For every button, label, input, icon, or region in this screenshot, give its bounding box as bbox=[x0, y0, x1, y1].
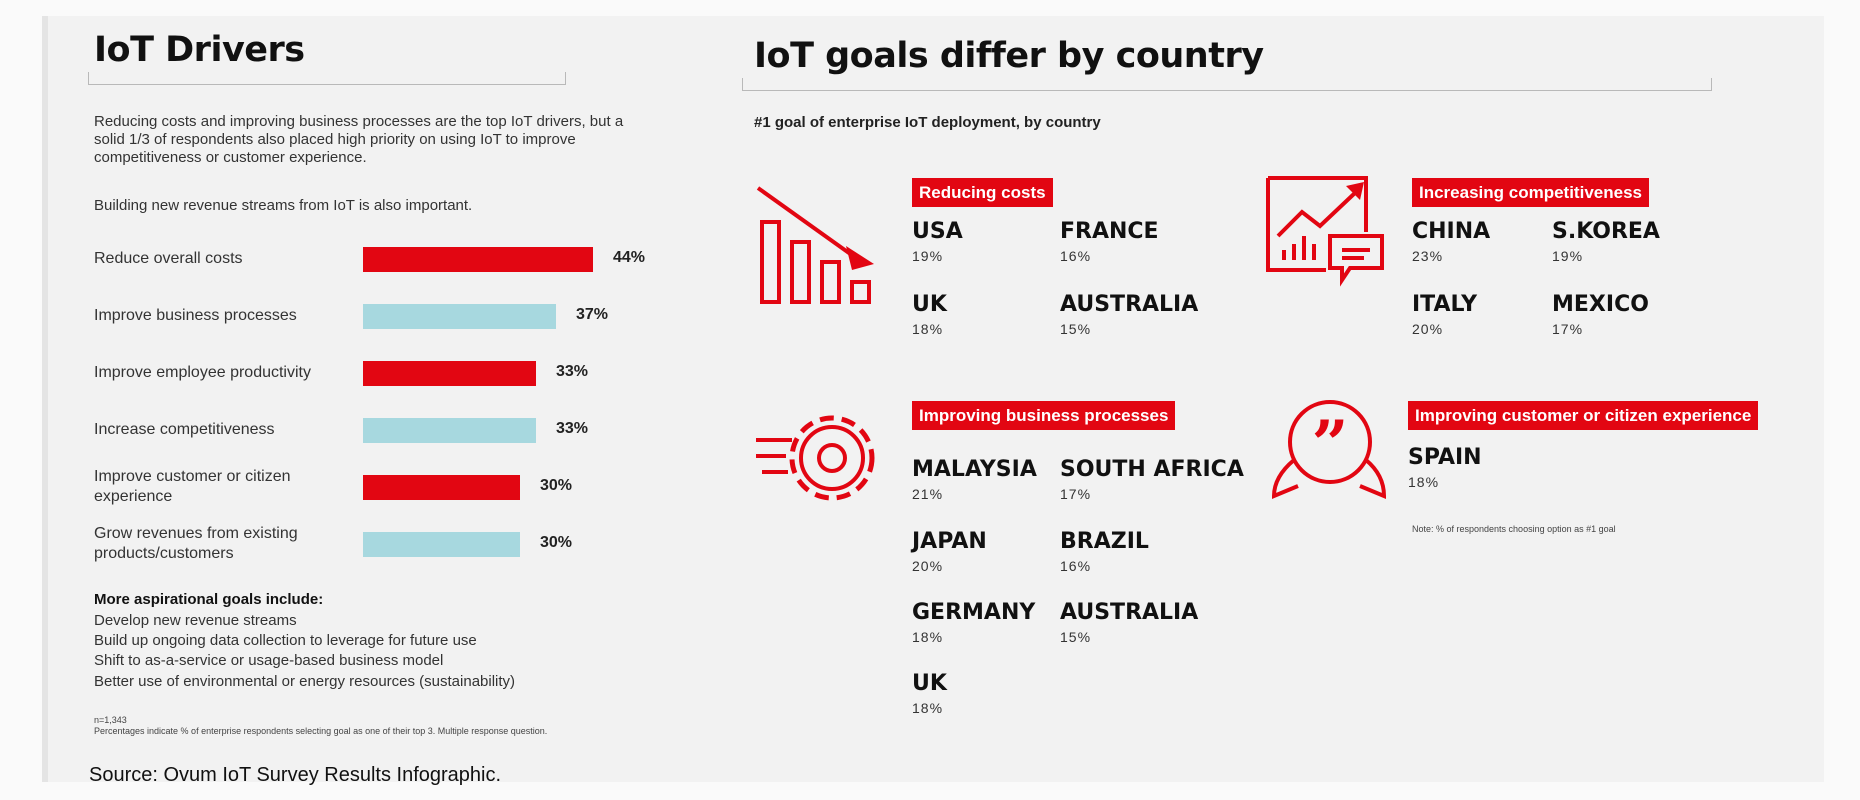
aspirational-item: Shift to as-a-service or usage-based bus… bbox=[94, 652, 444, 669]
intro-text-2: Building new revenue streams from IoT is… bbox=[94, 197, 473, 214]
right-title-rule bbox=[742, 78, 1712, 91]
bar-category-label: Improve employee productivity bbox=[94, 364, 311, 381]
bar-category-label: Improve business processes bbox=[94, 307, 297, 324]
goal-badge-improving-customer-experience: Improving customer or citizen experience bbox=[1408, 401, 1759, 430]
country-pct: 21% bbox=[912, 486, 944, 502]
goal-badge-reducing-costs: Reducing costs bbox=[912, 178, 1053, 207]
country-name: FRANCE bbox=[1060, 219, 1159, 244]
aspirational-item: Build up ongoing data collection to leve… bbox=[94, 632, 477, 649]
note: Note: % of respondents choosing option a… bbox=[1412, 524, 1616, 534]
intro-text: Reducing costs and improving business pr… bbox=[94, 113, 624, 166]
country-name: AUSTRALIA bbox=[1060, 600, 1199, 625]
country-pct: 20% bbox=[912, 558, 944, 574]
left-title-rule bbox=[88, 72, 566, 85]
country-pct: 18% bbox=[912, 700, 944, 716]
country-pct: 17% bbox=[1060, 486, 1092, 502]
country-pct: 19% bbox=[1552, 248, 1584, 264]
country-pct: 17% bbox=[1552, 321, 1584, 337]
country-name: CHINA bbox=[1412, 219, 1491, 244]
bar-value-label: 33% bbox=[556, 420, 589, 437]
country-pct: 15% bbox=[1060, 321, 1092, 337]
gear-icon bbox=[756, 415, 875, 501]
country-name: BRAZIL bbox=[1060, 529, 1149, 554]
aspirational-item: Develop new revenue streams bbox=[94, 612, 297, 629]
bar-category-label: Reduce overall costs bbox=[94, 250, 243, 267]
goal-badge-increasing-competitiveness: Increasing competitiveness bbox=[1412, 178, 1649, 207]
goal-badge-improving-business-processes: Improving business processes bbox=[912, 401, 1176, 430]
bar-category-label: Grow revenues from existing products/cus… bbox=[94, 525, 298, 562]
country-name: USA bbox=[912, 219, 963, 244]
country-name: SPAIN bbox=[1408, 445, 1482, 470]
bar-value-label: 37% bbox=[576, 306, 609, 323]
footnote: Percentages indicate % of enterprise res… bbox=[94, 726, 548, 736]
sample-size: n=1,343 bbox=[94, 715, 127, 725]
country-name: MEXICO bbox=[1552, 292, 1649, 317]
country-pct: 18% bbox=[912, 321, 944, 337]
country-name: AUSTRALIA bbox=[1060, 292, 1199, 317]
country-pct: 19% bbox=[912, 248, 944, 264]
country-name: UK bbox=[912, 671, 947, 696]
bar-category-label: Increase competitiveness bbox=[94, 421, 275, 438]
right-subtitle: #1 goal of enterprise IoT deployment, by… bbox=[754, 114, 1101, 131]
left-title: IoT Drivers bbox=[94, 30, 305, 70]
infographic-card bbox=[48, 16, 1824, 782]
aspirational-item: Better use of environmental or energy re… bbox=[94, 673, 516, 690]
bar bbox=[363, 361, 536, 386]
country-name: SOUTH AFRICA bbox=[1060, 457, 1244, 482]
country-name: UK bbox=[912, 292, 947, 317]
country-pct: 23% bbox=[1412, 248, 1444, 264]
declining-bar-chart-icon bbox=[756, 186, 874, 304]
bar bbox=[363, 475, 520, 500]
bar-value-label: 44% bbox=[613, 249, 646, 266]
country-name: S.KOREA bbox=[1552, 219, 1660, 244]
growth-chart-icon bbox=[1266, 176, 1384, 287]
bar bbox=[363, 418, 536, 443]
country-pct: 15% bbox=[1060, 629, 1092, 645]
right-title: IoT goals differ by country bbox=[754, 36, 1264, 76]
quote-bubble-icon: ” bbox=[1271, 400, 1387, 500]
country-pct: 16% bbox=[1060, 558, 1092, 574]
country-pct: 18% bbox=[1408, 474, 1440, 490]
bar bbox=[363, 532, 520, 557]
country-pct: 16% bbox=[1060, 248, 1092, 264]
country-pct: 18% bbox=[912, 629, 944, 645]
country-name: JAPAN bbox=[912, 529, 987, 554]
aspirational-heading: More aspirational goals include: bbox=[94, 591, 324, 608]
bar bbox=[363, 304, 556, 329]
source-caption: Source: Ovum IoT Survey Results Infograp… bbox=[89, 764, 502, 786]
country-name: GERMANY bbox=[912, 600, 1036, 625]
left-edge-bar bbox=[42, 16, 48, 782]
country-pct: 20% bbox=[1412, 321, 1444, 337]
bar-category-label: Improve customer or citizen experience bbox=[94, 468, 291, 505]
bar-value-label: 30% bbox=[540, 477, 573, 494]
bar bbox=[363, 247, 593, 272]
country-name: ITALY bbox=[1412, 292, 1478, 317]
bar-value-label: 33% bbox=[556, 363, 589, 380]
country-name: MALAYSIA bbox=[912, 457, 1037, 482]
bar-value-label: 30% bbox=[540, 534, 573, 551]
svg-text:”: ” bbox=[1312, 407, 1349, 482]
